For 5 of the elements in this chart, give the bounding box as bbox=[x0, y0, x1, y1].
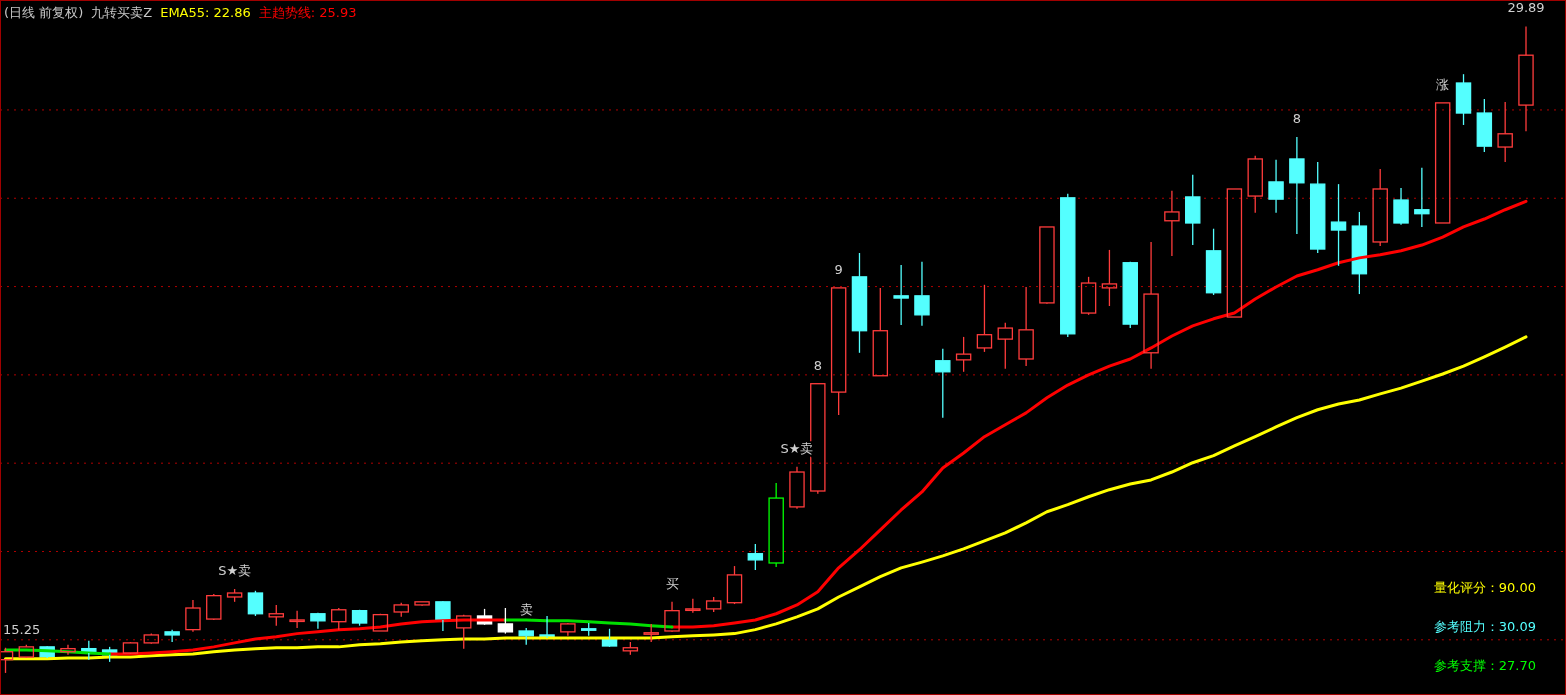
annotation: 参考支撑：27.70 bbox=[1433, 658, 1536, 673]
title: (日线 前复权) bbox=[4, 5, 84, 20]
annotation: 参考阻力：30.09 bbox=[1433, 619, 1536, 634]
annotation: 量化评分：90.00 bbox=[1433, 580, 1536, 595]
subtitle: 九转买卖Z bbox=[91, 5, 153, 20]
